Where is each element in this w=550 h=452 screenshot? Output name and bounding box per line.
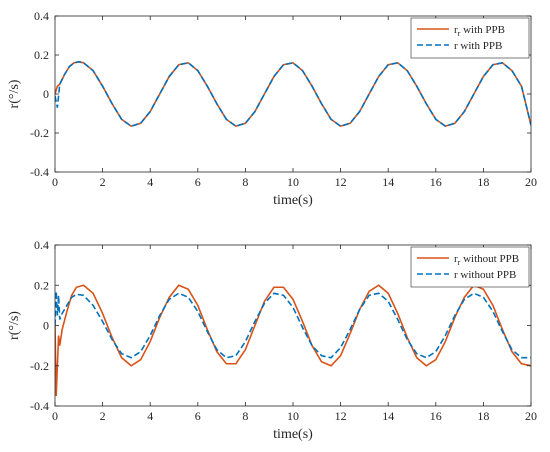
x-tick-label: 14 [382,175,394,189]
x-tick-label: 18 [477,409,489,423]
y-tick-label: 0 [43,87,49,101]
x-tick-label: 12 [335,409,347,423]
legend-entry: rr with PPB [454,24,505,38]
y-tick-label: -0.4 [30,399,49,413]
y-tick-label: 0.4 [34,238,49,252]
series-line-2 [55,61,531,128]
y-tick-label: 0.2 [34,278,49,292]
series-line-1 [55,284,531,396]
x-tick-label: 4 [147,175,153,189]
y-tick-label: -0.2 [30,359,49,373]
y-tick-label: 0.2 [34,48,49,62]
x-tick-label: 10 [287,409,299,423]
y-axis-label: r(°/s) [7,311,22,340]
subplot-2: 0 2 4 6 8 10 12 14 16 18 20 -0.4 -0.2 0 0.2 0.4 time(s) r… [7,238,537,442]
y-tick-label: -0.2 [30,126,49,140]
x-axis-label: time(s) [273,427,313,442]
x-tick-label: 8 [242,175,248,189]
x-tick-label: 2 [100,175,106,189]
x-tick-label: 16 [430,175,442,189]
x-tick-label: 12 [335,175,347,189]
x-tick-label: 4 [147,409,153,423]
subplot-1: 0 2 4 6 8 10 12 14 16 18 20 -0.4 -0.2 0 0.2 0.4 time(s) r… [7,9,537,208]
x-tick-label: 6 [195,409,201,423]
x-tick-label: 10 [287,175,299,189]
x-tick-label: 14 [382,409,394,423]
x-tick-label: 2 [100,409,106,423]
x-axis-label: time(s) [273,193,313,208]
x-tick-label: 16 [430,409,442,423]
x-tick-label: 0 [52,175,58,189]
y-tick-label: 0 [43,319,49,333]
x-tick-label: 0 [52,409,58,423]
legend-entry: r without PPB [454,269,516,281]
y-axis-label: r(°/s) [7,79,22,108]
legend: rr without PPB r without PPB [410,246,530,288]
x-tick-label: 20 [525,409,537,423]
y-tick-label: 0.4 [34,9,49,23]
x-tick-label: 20 [525,175,537,189]
y-tick-label: -0.4 [30,165,49,179]
legend-entry: rr without PPB [454,253,519,267]
x-tick-label: 6 [195,175,201,189]
x-tick-label: 18 [477,175,489,189]
legend-box [410,17,530,59]
legend: rr with PPB r with PPB [410,17,530,59]
series-line-2 [55,291,531,359]
legend-box [410,246,530,288]
x-tick-label: 8 [242,409,248,423]
legend-entry: r with PPB [454,40,502,52]
